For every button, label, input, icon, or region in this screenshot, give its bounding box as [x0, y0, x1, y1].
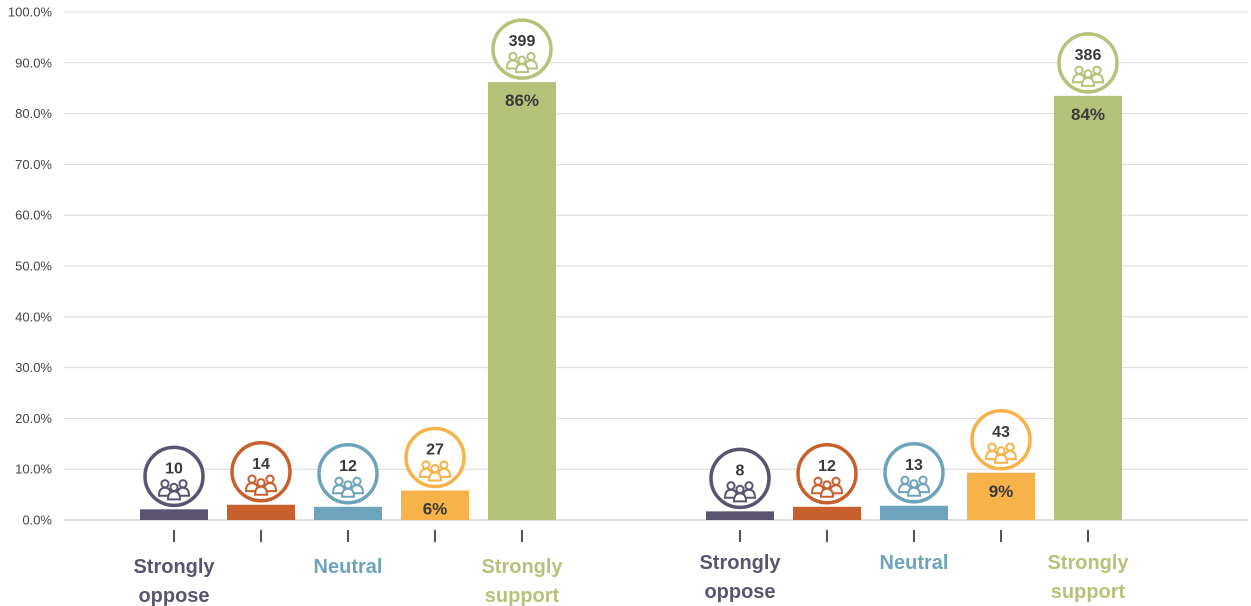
y-tick-label: 80.0%: [15, 106, 52, 121]
respondent-count: 12: [818, 458, 836, 475]
category-label: Strongly: [133, 556, 215, 578]
people-icon: 14: [230, 441, 292, 503]
person-body: [1080, 76, 1096, 87]
people-icon: 43: [970, 409, 1032, 471]
category-label: support: [1051, 581, 1126, 603]
respondent-count: 8: [736, 462, 745, 479]
bar-support: [401, 490, 469, 520]
person-body: [253, 485, 269, 496]
bar-value-label: 84%: [1071, 105, 1105, 124]
x-axis-tick-marks: [173, 530, 1089, 542]
respondent-count: 10: [165, 460, 183, 477]
person-body: [514, 63, 530, 74]
bar-value-label: 6%: [423, 500, 448, 519]
bar-neutral: [880, 505, 948, 520]
people-icon: 8: [709, 447, 771, 510]
y-tick-label: 50.0%: [15, 259, 52, 274]
category-label: Neutral: [314, 556, 383, 578]
y-tick-label: 60.0%: [15, 208, 52, 223]
respondent-count: 399: [509, 33, 536, 50]
bar-strongly-oppose: [706, 511, 774, 520]
person-body: [732, 492, 748, 503]
people-icon: 386: [1057, 32, 1119, 94]
people-icon: 12: [317, 443, 379, 505]
respondent-count: 14: [252, 456, 270, 473]
category-label: Strongly: [481, 556, 563, 578]
bar-strongly-support: [1054, 95, 1122, 520]
y-tick-label: 30.0%: [15, 360, 52, 375]
category-label: oppose: [704, 581, 775, 603]
y-tick-label: 70.0%: [15, 157, 52, 172]
category-label: oppose: [138, 585, 209, 606]
bar-value-label: 9%: [989, 482, 1014, 501]
people-icon: 12: [796, 443, 858, 505]
category-label: Strongly: [1047, 552, 1129, 574]
bar-value-label: 86%: [505, 91, 539, 110]
bar-oppose: [227, 504, 295, 520]
y-axis-tick-labels: 0.0% 10.0% 20.0% 30.0% 40.0% 50.0% 60.0% 70.0% 8…: [8, 5, 53, 528]
person-body: [166, 490, 182, 501]
category-label: Neutral: [880, 552, 949, 574]
y-tick-label: 10.0%: [15, 462, 52, 477]
respondent-count: 13: [905, 457, 923, 474]
bar-oppose: [793, 506, 861, 520]
respondent-count: 27: [426, 442, 444, 459]
people-icon: 27: [404, 426, 466, 489]
person-body: [993, 453, 1009, 464]
respondent-count: 43: [992, 424, 1010, 441]
bar-strongly-oppose: [140, 509, 208, 520]
y-tick-label: 20.0%: [15, 411, 52, 426]
y-tick-label: 100.0%: [8, 5, 53, 20]
y-tick-label: 0.0%: [22, 513, 52, 528]
person-body: [906, 486, 922, 497]
person-body: [340, 487, 356, 498]
category-labels: Strongly oppose Neutral Strongly support Stro…: [133, 552, 1129, 606]
person-body: [819, 487, 835, 498]
bar-neutral: [314, 506, 382, 520]
people-icon: 13: [883, 442, 945, 504]
category-label: Strongly: [699, 552, 781, 574]
y-tick-label: 40.0%: [15, 309, 52, 324]
bar-support: [967, 472, 1035, 520]
people-icon: 399: [491, 18, 553, 80]
respondent-count: 386: [1075, 47, 1102, 64]
people-icon: 10: [143, 445, 205, 508]
category-label: support: [485, 585, 560, 606]
respondent-count: 12: [339, 458, 357, 475]
bars: 6% 86% 9% 84%: [140, 82, 1122, 520]
bar-strongly-support: [488, 82, 556, 520]
y-tick-label: 90.0%: [15, 55, 52, 70]
person-body: [427, 471, 443, 482]
count-icons: 10 14 12 27 399 8 12 13 43 386: [143, 18, 1119, 510]
